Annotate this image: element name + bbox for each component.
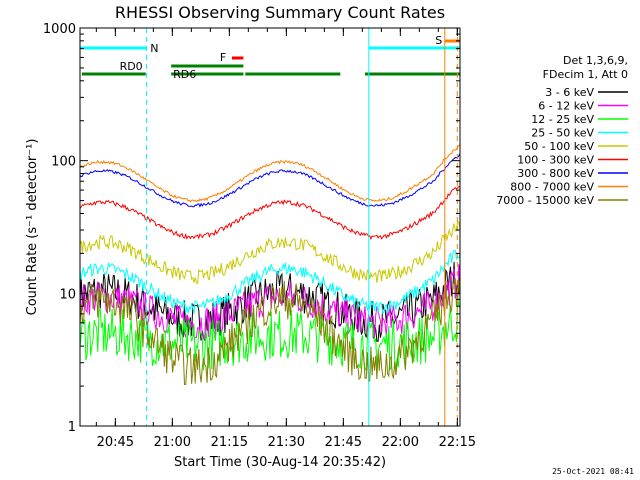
flag-label: N [150,42,158,55]
x-tick-label: 22:00 [382,435,419,450]
flag-label: S [435,34,442,47]
series-line [79,296,461,372]
series-layer [79,144,461,386]
series-line [79,277,461,386]
legend: Det 1,3,6,9, FDecim 1, Att 0 3 - 6 keV6 … [496,54,628,207]
legend-label: 25 - 50 keV [531,127,594,140]
legend-label: 300 - 800 keV [517,167,594,180]
y-axis-label: Count Rate (s⁻¹ detector⁻¹) [25,139,40,316]
series-line [79,144,461,203]
series-line [79,153,461,208]
flag-label: RD6 [173,68,196,81]
series-line [79,264,461,341]
legend-label: 6 - 12 keV [538,100,594,113]
chart-title: RHESSI Observing Summary Count Rates [115,3,445,22]
legend-label: 800 - 7000 keV [510,181,594,194]
legend-label: 100 - 300 keV [517,154,594,167]
annotation-layer: N F S RD0 RD6 [79,28,460,426]
legend-header-line-2: FDecim 1, Att 0 [543,68,628,81]
series-line [79,220,461,285]
x-tick-label: 20:45 [97,435,134,450]
series-line [79,249,461,315]
axis-layer: 1 10 100 1000 20:45 21:00 21:15 21:30 21:45 22:00… [43,22,476,450]
x-axis-label: Start Time (30-Aug-14 20:35:42) [174,455,386,470]
legend-header-line-1: Det 1,3,6,9, [563,54,628,67]
series-line [79,261,461,342]
x-tick-label: 21:30 [268,435,305,450]
legend-label: 7000 - 15000 keV [496,194,594,207]
x-tick-label: 22:15 [439,435,476,450]
x-tick-label: 21:15 [211,435,248,450]
x-tick-label: 21:00 [154,435,191,450]
timestamp: 25-Oct-2021 08:41 [552,467,634,476]
series-line [79,186,461,241]
flag-label: F [220,51,226,64]
x-tick-label: 21:45 [325,435,362,450]
legend-label: 50 - 100 keV [524,140,594,153]
legend-label: 12 - 25 keV [531,113,594,126]
y-tick-label: 1000 [43,22,76,37]
y-tick-label: 100 [51,155,76,170]
flag-label: RD0 [120,60,143,73]
legend-label: 3 - 6 keV [545,86,594,99]
y-tick-label: 1 [68,420,76,435]
plot-frame [79,27,461,427]
y-tick-label: 10 [59,287,76,302]
